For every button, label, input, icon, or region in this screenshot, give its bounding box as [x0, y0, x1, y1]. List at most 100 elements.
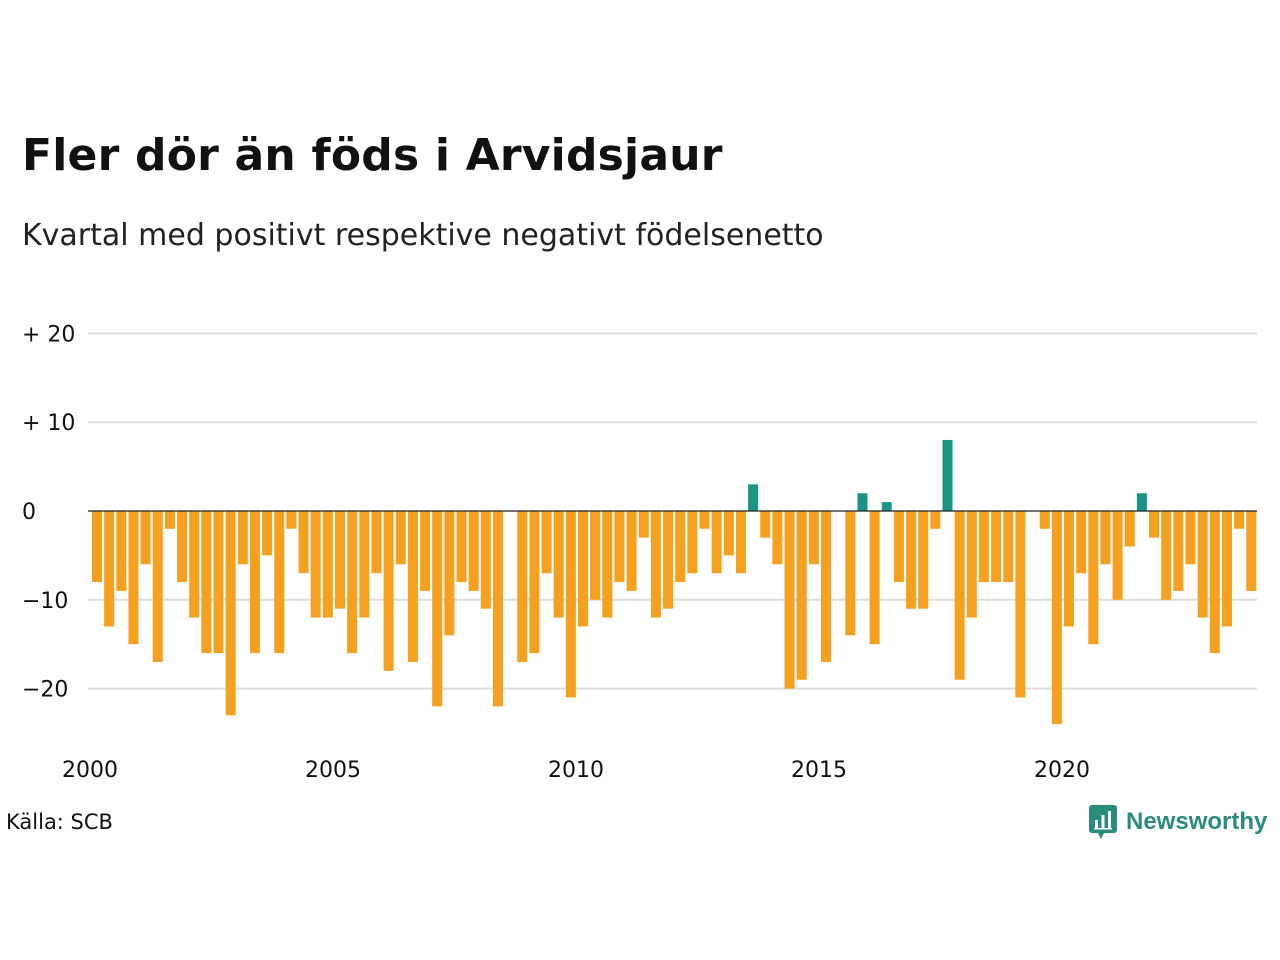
bar-negative: [1051, 511, 1062, 725]
bar-negative: [954, 511, 965, 680]
bar-negative: [152, 511, 163, 662]
bar-negative: [1003, 511, 1014, 583]
bar-negative: [1161, 511, 1172, 600]
bar-negative: [772, 511, 783, 565]
bar-negative: [735, 511, 746, 574]
bar-negative: [808, 511, 819, 565]
bar-negative: [1209, 511, 1220, 654]
y-tick-label: −10: [22, 589, 68, 614]
bar-negative: [893, 511, 904, 583]
bar-positive: [857, 493, 868, 511]
bar-negative: [286, 511, 297, 529]
bar-negative: [760, 511, 771, 538]
x-tick-label: 2020: [1034, 758, 1090, 783]
bar-negative: [821, 511, 831, 662]
x-tick-label: 2005: [305, 758, 361, 783]
bar-negative: [213, 511, 224, 654]
bar-negative: [918, 511, 929, 609]
bar-positive: [1136, 493, 1147, 511]
bar-negative: [711, 511, 722, 574]
x-tick-label: 2010: [548, 758, 604, 783]
bar-negative: [966, 511, 977, 618]
bar-negative: [189, 511, 200, 618]
bar-negative: [201, 511, 212, 654]
bar-negative: [638, 511, 649, 538]
bar-negative: [541, 511, 552, 574]
bar-negative: [1064, 511, 1074, 627]
bar-negative: [978, 511, 989, 583]
bar-negative: [383, 511, 394, 671]
bar-negative: [1149, 511, 1160, 538]
bar-negative: [164, 511, 175, 529]
chart-subtitle: Kvartal med positivt respektive negativt…: [22, 218, 824, 253]
newsworthy-logo-icon: [1089, 805, 1117, 839]
bars: [92, 439, 1257, 725]
bar-positive: [942, 439, 953, 511]
bar-negative: [590, 511, 601, 600]
bar-negative: [602, 511, 613, 618]
y-axis-labels: + 20 + 10 0 −10 −20: [22, 322, 75, 702]
bar-negative: [310, 511, 321, 618]
bar-negative: [116, 511, 127, 591]
bar-negative: [262, 511, 273, 556]
bar-negative: [249, 511, 260, 654]
bar-negative: [298, 511, 309, 574]
bar-negative: [930, 511, 941, 529]
bar-negative: [1246, 511, 1257, 591]
bar-negative: [335, 511, 345, 609]
y-tick-label: + 20: [22, 322, 75, 347]
y-tick-label: 0: [22, 500, 36, 525]
bar-negative: [1221, 511, 1232, 627]
bar-negative: [1112, 511, 1123, 600]
bar-negative: [529, 511, 540, 654]
bar-negative: [565, 511, 576, 698]
bar-negative: [675, 511, 686, 583]
bar-negative: [128, 511, 139, 645]
bar-negative: [225, 511, 236, 716]
bar-negative: [1015, 511, 1026, 698]
bar-negative: [104, 511, 115, 627]
bar-negative: [578, 511, 588, 627]
chart-title: Fler dör än föds i Arvidsjaur: [22, 130, 723, 181]
bar-negative: [1076, 511, 1087, 574]
bar-negative: [650, 511, 661, 618]
bar-negative: [1185, 511, 1196, 565]
y-tick-label: + 10: [22, 411, 75, 436]
bar-negative: [845, 511, 856, 636]
bar-negative: [1173, 511, 1184, 591]
bar-negative: [553, 511, 564, 618]
bar-negative: [274, 511, 285, 654]
bar-negative: [492, 511, 503, 707]
bar-negative: [420, 511, 431, 591]
bar-negative: [322, 511, 333, 618]
bar-negative: [395, 511, 406, 565]
bar-negative: [626, 511, 637, 591]
bar-negative: [407, 511, 418, 662]
bar-negative: [432, 511, 443, 707]
bar-negative: [359, 511, 370, 618]
bar-positive: [881, 502, 892, 511]
bar-negative: [1100, 511, 1111, 565]
bar-negative: [1234, 511, 1245, 529]
bar-negative: [784, 511, 795, 689]
bar-negative: [723, 511, 734, 556]
bar-negative: [1088, 511, 1099, 645]
bar-negative: [177, 511, 188, 583]
bar-negative: [456, 511, 467, 583]
bar-negative: [687, 511, 698, 574]
source-note: Källa: SCB: [6, 810, 113, 834]
bar-negative: [444, 511, 455, 636]
bar-negative: [699, 511, 710, 529]
x-axis-labels: 2000 2005 2010 2015 2020: [62, 758, 1090, 783]
bar-negative: [614, 511, 625, 583]
bar-negative: [796, 511, 807, 680]
bar-negative: [1197, 511, 1208, 618]
bar-negative: [237, 511, 248, 565]
bar-negative: [869, 511, 880, 645]
bar-negative: [517, 511, 528, 662]
bar-negative: [347, 511, 358, 654]
x-tick-label: 2015: [791, 758, 847, 783]
bar-negative: [140, 511, 151, 565]
bar-negative: [468, 511, 479, 591]
